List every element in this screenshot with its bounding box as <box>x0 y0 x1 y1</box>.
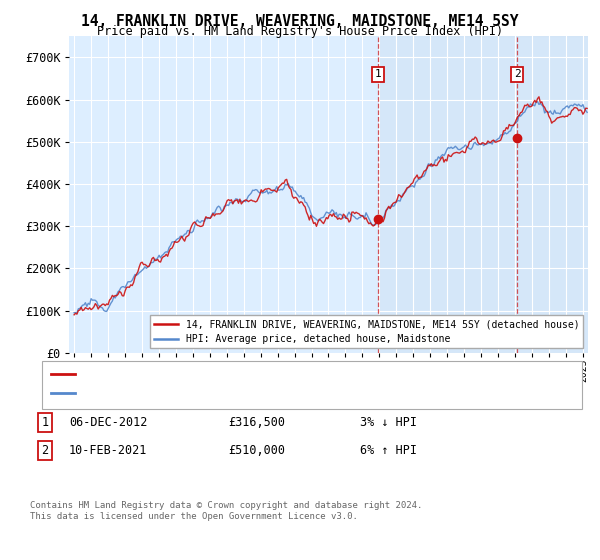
Text: 6% ↑ HPI: 6% ↑ HPI <box>360 444 417 458</box>
Text: £510,000: £510,000 <box>228 444 285 458</box>
Text: 14, FRANKLIN DRIVE, WEAVERING, MAIDSTONE, ME14 5SY (detached house): 14, FRANKLIN DRIVE, WEAVERING, MAIDSTONE… <box>81 368 475 379</box>
Text: 2: 2 <box>514 69 520 80</box>
Text: 2: 2 <box>41 444 49 458</box>
Text: HPI: Average price, detached house, Maidstone: HPI: Average price, detached house, Maid… <box>81 388 346 398</box>
Text: 14, FRANKLIN DRIVE, WEAVERING, MAIDSTONE, ME14 5SY: 14, FRANKLIN DRIVE, WEAVERING, MAIDSTONE… <box>81 14 519 29</box>
Text: £316,500: £316,500 <box>228 416 285 430</box>
Legend: 14, FRANKLIN DRIVE, WEAVERING, MAIDSTONE, ME14 5SY (detached house), HPI: Averag: 14, FRANKLIN DRIVE, WEAVERING, MAIDSTONE… <box>149 315 583 348</box>
Text: Contains HM Land Registry data © Crown copyright and database right 2024.
This d: Contains HM Land Registry data © Crown c… <box>30 501 422 521</box>
Text: Price paid vs. HM Land Registry's House Price Index (HPI): Price paid vs. HM Land Registry's House … <box>97 25 503 38</box>
Text: 1: 1 <box>41 416 49 430</box>
Text: 1: 1 <box>374 69 382 80</box>
Text: 3% ↓ HPI: 3% ↓ HPI <box>360 416 417 430</box>
Bar <box>379 36 600 353</box>
Text: 10-FEB-2021: 10-FEB-2021 <box>69 444 148 458</box>
Text: 06-DEC-2012: 06-DEC-2012 <box>69 416 148 430</box>
